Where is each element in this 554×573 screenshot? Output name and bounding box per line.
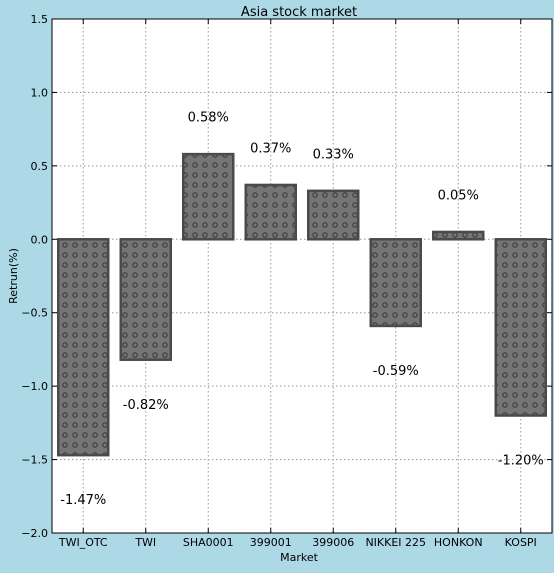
y-tick-label: 1.0 xyxy=(31,86,49,99)
bar xyxy=(119,238,172,361)
data-label: 0.58% xyxy=(188,111,229,126)
y-tick-label: −1.0 xyxy=(21,380,48,393)
bar xyxy=(182,152,235,241)
y-tick-label: −1.5 xyxy=(21,454,48,467)
y-tick-label: 0.0 xyxy=(31,233,49,246)
y-axis-label: Retrun(%) xyxy=(7,248,20,304)
y-tick-label: −2.0 xyxy=(21,527,48,540)
plot-frame xyxy=(51,18,553,534)
x-tick-label: HONKON xyxy=(434,536,483,549)
y-tick-label: 1.5 xyxy=(31,13,49,26)
data-label: -0.82% xyxy=(123,398,169,413)
y-tick-label: 0.5 xyxy=(31,160,49,173)
x-tick-label: TWI_OTC xyxy=(58,536,108,549)
y-tick-label: −0.5 xyxy=(21,307,48,320)
data-label: -1.47% xyxy=(60,493,106,508)
x-tick-label: TWI xyxy=(134,536,156,549)
bar xyxy=(57,238,110,457)
bar xyxy=(369,238,422,328)
x-axis-ticks: TWI_OTC TWI SHA0001 399001 399006 NIKKEI 225 H… xyxy=(58,19,537,549)
x-tick-label: SHA0001 xyxy=(183,536,234,549)
bar xyxy=(432,230,485,241)
data-label: 0.05% xyxy=(438,189,479,204)
x-tick-label: 399006 xyxy=(312,536,354,549)
bar xyxy=(494,238,547,417)
data-label: -1.20% xyxy=(498,454,544,469)
bar xyxy=(307,189,360,241)
x-tick-label: 399001 xyxy=(250,536,292,549)
data-label: 0.33% xyxy=(313,147,354,162)
bars xyxy=(57,152,547,457)
x-tick-label: NIKKEI 225 xyxy=(365,536,426,549)
chart-title: Asia stock market xyxy=(241,5,357,20)
data-label: -0.59% xyxy=(373,364,419,379)
data-labels: -1.47% -0.82% 0.58% 0.37% 0.33% -0.59% 0.05% -1… xyxy=(60,111,544,508)
y-axis-ticks: −2.0 −1.5 −1.0 −0.5 0.0 0.5 1.0 1.5 xyxy=(21,13,552,540)
x-axis-label: Market xyxy=(280,551,318,564)
x-tick-label: KOSPI xyxy=(505,536,537,549)
bar xyxy=(244,183,297,241)
data-label: 0.37% xyxy=(250,142,291,157)
